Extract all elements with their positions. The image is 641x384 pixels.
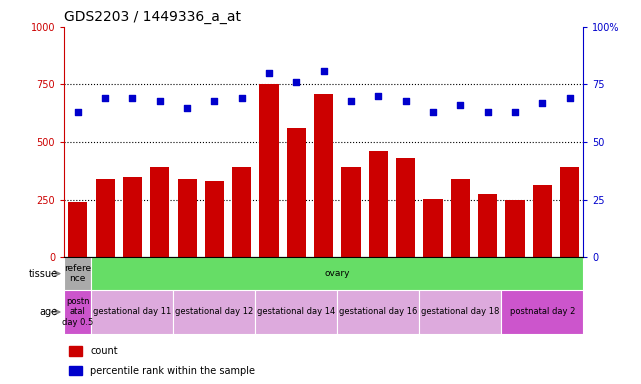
Text: percentile rank within the sample: percentile rank within the sample <box>90 366 255 376</box>
Bar <box>123 177 142 257</box>
Text: gestational day 11: gestational day 11 <box>94 308 172 316</box>
Point <box>237 95 247 101</box>
Bar <box>424 199 442 257</box>
Bar <box>533 185 552 257</box>
Text: postnatal day 2: postnatal day 2 <box>510 308 575 316</box>
Bar <box>451 179 470 257</box>
Bar <box>174 290 255 334</box>
Bar <box>69 366 82 375</box>
Bar <box>232 167 251 257</box>
Point <box>209 98 219 104</box>
Point <box>319 68 329 74</box>
Text: tissue: tissue <box>29 268 58 279</box>
Point <box>455 102 465 108</box>
Bar <box>260 84 279 257</box>
Text: gestational day 18: gestational day 18 <box>421 308 499 316</box>
Text: count: count <box>90 346 118 356</box>
Text: ovary: ovary <box>324 269 350 278</box>
Bar <box>478 194 497 257</box>
Bar <box>64 290 92 334</box>
Bar <box>337 290 419 334</box>
Text: refere
nce: refere nce <box>64 264 91 283</box>
Bar <box>287 128 306 257</box>
Point <box>346 98 356 104</box>
Text: gestational day 16: gestational day 16 <box>339 308 417 316</box>
Point <box>128 95 138 101</box>
Point <box>483 109 493 115</box>
Point <box>154 98 165 104</box>
Text: age: age <box>40 307 58 317</box>
Point <box>291 79 301 85</box>
Bar <box>342 167 361 257</box>
Bar <box>255 290 337 334</box>
Point <box>401 98 411 104</box>
Bar <box>396 158 415 257</box>
Bar <box>314 94 333 257</box>
Bar <box>92 290 174 334</box>
Bar <box>68 202 87 257</box>
Point <box>537 100 547 106</box>
Bar <box>560 167 579 257</box>
Bar <box>150 167 169 257</box>
Point <box>373 93 383 99</box>
Bar <box>178 179 197 257</box>
Text: gestational day 12: gestational day 12 <box>175 308 254 316</box>
Bar <box>369 151 388 257</box>
Text: postn
atal
day 0.5: postn atal day 0.5 <box>62 297 94 327</box>
Point <box>100 95 110 101</box>
Point <box>72 109 83 115</box>
Bar <box>506 200 524 257</box>
Point <box>428 109 438 115</box>
Text: gestational day 14: gestational day 14 <box>257 308 335 316</box>
Point <box>182 104 192 111</box>
Bar <box>419 290 501 334</box>
Bar <box>64 257 92 290</box>
Point <box>264 70 274 76</box>
Bar <box>205 181 224 257</box>
Text: GDS2203 / 1449336_a_at: GDS2203 / 1449336_a_at <box>64 10 241 25</box>
Bar <box>96 179 115 257</box>
Point <box>510 109 520 115</box>
Point <box>565 95 575 101</box>
Bar <box>69 346 82 356</box>
Bar <box>501 290 583 334</box>
